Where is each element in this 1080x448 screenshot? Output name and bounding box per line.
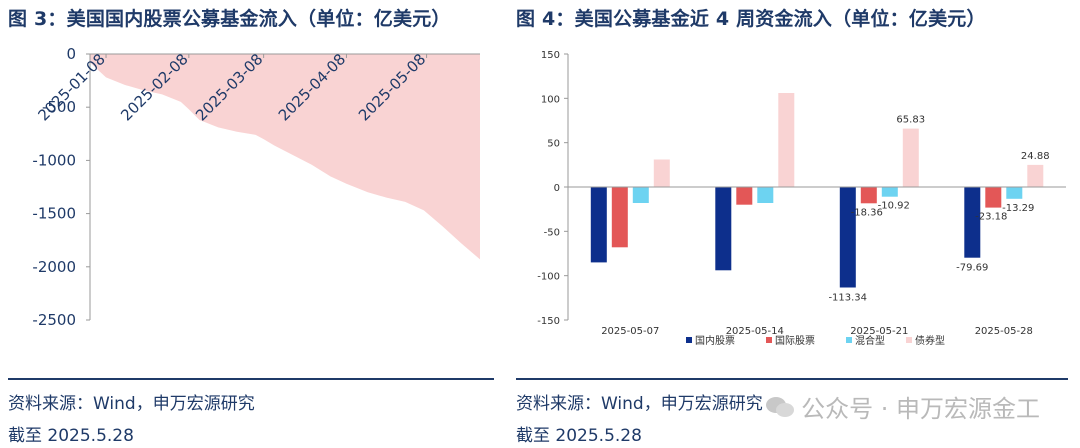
bar bbox=[881, 187, 898, 197]
bar bbox=[985, 187, 1002, 208]
legend-label: 混合型 bbox=[855, 334, 885, 347]
legend-swatch bbox=[766, 337, 772, 343]
bar bbox=[736, 187, 753, 205]
watermark-text: 公众号 · 申万宏源金工 bbox=[801, 395, 1040, 423]
bar bbox=[1006, 187, 1023, 199]
x-tick-label: 2025-05-28 bbox=[975, 326, 1033, 337]
data-label: -10.92 bbox=[878, 201, 910, 212]
data-label: -79.69 bbox=[956, 263, 988, 274]
bar bbox=[653, 159, 670, 187]
left-date-note: 截至 2025.5.28 bbox=[8, 426, 134, 446]
bar bbox=[902, 128, 919, 187]
bar bbox=[860, 187, 877, 204]
bar bbox=[1027, 164, 1044, 187]
legend-swatch bbox=[906, 337, 912, 343]
left-footer-rule bbox=[8, 378, 494, 380]
y-tick-label: 150 bbox=[541, 50, 560, 61]
y-tick-label: -50 bbox=[544, 227, 560, 238]
bar bbox=[590, 187, 607, 263]
wechat-icon bbox=[766, 396, 795, 417]
y-tick-label: -150 bbox=[537, 316, 560, 327]
y-tick-label: 50 bbox=[547, 139, 560, 150]
data-label: 65.83 bbox=[896, 115, 925, 126]
data-label: -23.18 bbox=[975, 212, 1007, 223]
y-tick-label: 100 bbox=[541, 94, 560, 105]
y-tick-label: -2000 bbox=[32, 258, 76, 276]
right-footer-rule bbox=[516, 378, 1068, 380]
right-chart-title: 图 4：美国公募基金近 4 周资金流入（单位：亿美元） bbox=[516, 8, 986, 30]
weekly-fund-flow-bar-chart: 150 100 50 0 -50 -100 -150 2025-05-07 2025-05-14… bbox=[537, 50, 1066, 347]
x-tick-label: 2025-05-21 bbox=[850, 326, 908, 337]
y-tick-label: 0 bbox=[66, 45, 76, 63]
left-source-note: 资料来源：Wind，申万宏源研究 bbox=[8, 394, 255, 414]
watermark: 公众号 · 申万宏源金工 bbox=[765, 389, 1040, 424]
legend-swatch bbox=[686, 337, 692, 343]
legend-label: 国内股票 bbox=[695, 334, 735, 347]
data-label: -13.29 bbox=[1002, 203, 1034, 214]
y-tick-label: -1500 bbox=[32, 205, 76, 223]
legend-swatch bbox=[846, 337, 852, 343]
right-date-note: 截至 2025.5.28 bbox=[516, 426, 642, 446]
legend-label: 国际股票 bbox=[775, 335, 815, 347]
bar bbox=[964, 187, 981, 258]
data-label: -18.36 bbox=[851, 207, 883, 218]
bar bbox=[632, 187, 649, 203]
y-tick-label: 0 bbox=[554, 183, 560, 194]
left-chart-title: 图 3：美国国内股票公募基金流入（单位：亿美元） bbox=[8, 8, 451, 30]
data-label: -113.34 bbox=[828, 292, 867, 303]
right-source-note: 资料来源：Wind，申万宏源研究 bbox=[516, 394, 763, 414]
bar bbox=[715, 187, 732, 271]
x-tick-label: 2025-05-07 bbox=[601, 326, 659, 337]
x-tick-label: 2025-05-14 bbox=[726, 326, 784, 337]
data-label: 24.88 bbox=[1021, 151, 1050, 162]
legend-label: 债券型 bbox=[915, 334, 945, 347]
y-tick-label: -2500 bbox=[32, 311, 76, 329]
bar bbox=[757, 187, 774, 203]
bar bbox=[839, 187, 856, 288]
bar bbox=[611, 187, 628, 248]
y-tick-label: -500 bbox=[42, 98, 76, 116]
y-tick-label: -100 bbox=[537, 272, 560, 283]
cumulative-inflow-area bbox=[90, 54, 480, 260]
y-tick-label: -1000 bbox=[32, 151, 76, 169]
bar bbox=[778, 93, 795, 187]
